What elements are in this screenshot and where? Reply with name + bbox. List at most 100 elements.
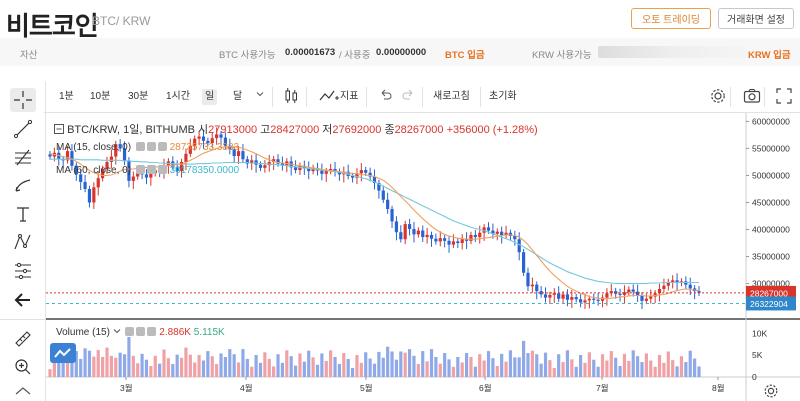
interval-30m[interactable]: 30분: [128, 91, 149, 102]
candle-body: [206, 140, 210, 144]
close-icon[interactable]: [147, 327, 157, 336]
interval-month[interactable]: 달: [233, 91, 243, 102]
interval-1m[interactable]: 1분: [59, 91, 74, 102]
volume-bar: [302, 361, 306, 377]
crosshair-icon[interactable]: [10, 88, 36, 112]
btc-deposit-link[interactable]: BTC 입금: [445, 50, 485, 61]
candle-body: [118, 144, 122, 149]
close-icon[interactable]: [157, 142, 167, 151]
chart-canvas[interactable]: 60000000 55000000 50000000 45000000 40000000…: [46, 113, 800, 401]
volume-bar: [443, 353, 447, 377]
fib-tool-icon[interactable]: [10, 145, 36, 169]
settings-icon[interactable]: [146, 142, 156, 151]
volume-bar: [131, 355, 135, 377]
volume-bar: [197, 355, 201, 377]
ma60-legend[interactable]: MA (60, close, 0) 30178350.0000: [56, 165, 240, 176]
interval-1h[interactable]: 1시간: [166, 91, 190, 102]
krw-deposit-link[interactable]: KRW 입금: [748, 50, 791, 61]
candle-body: [359, 170, 363, 174]
close-icon[interactable]: [157, 165, 167, 174]
candle-body: [87, 188, 92, 203]
settings-icon[interactable]: [136, 327, 146, 336]
candle-body: [355, 173, 359, 178]
candle-body: [372, 176, 377, 184]
fullscreen-icon[interactable]: [772, 87, 796, 104]
volume-bar: [657, 355, 662, 377]
candle-body: [394, 221, 399, 233]
candle-body: [622, 292, 627, 295]
volume-bar: [179, 357, 184, 377]
auto-trading-button[interactable]: 오토 트레이딩: [631, 8, 711, 29]
chevron-down-icon[interactable]: [113, 327, 121, 335]
volume-bar: [622, 353, 627, 377]
expand-icon[interactable]: [10, 379, 36, 401]
candle-body: [500, 231, 504, 236]
indicator-button[interactable]: 지표: [340, 91, 359, 102]
volume-bar: [662, 362, 666, 377]
x-tick-label: 6월: [479, 383, 492, 393]
axis-settings-gear-icon[interactable]: [764, 384, 778, 398]
reset-button[interactable]: 초기화: [489, 91, 517, 102]
candle-body: [368, 172, 372, 177]
volume-bar: [48, 369, 52, 377]
volume-bar: [223, 356, 228, 377]
candle-body: [65, 151, 70, 161]
volume-bar: [543, 352, 548, 377]
candle-body: [425, 234, 429, 238]
eye-icon[interactable]: [125, 327, 135, 336]
btc-available-label: BTC 사용가능: [219, 50, 276, 61]
back-arrow-icon[interactable]: [10, 288, 36, 312]
pattern-icon[interactable]: [10, 230, 36, 254]
zoom-in-icon[interactable]: [10, 355, 36, 379]
indicator-icon[interactable]: [316, 88, 342, 104]
volume-bar: [618, 366, 622, 377]
interval-dropdown-icon[interactable]: [252, 89, 268, 105]
gear-icon[interactable]: [706, 87, 730, 103]
camera-icon[interactable]: [740, 87, 764, 103]
refresh-button[interactable]: 새로고침: [433, 91, 470, 102]
volume-bar: [416, 364, 420, 377]
candle-body: [627, 289, 631, 293]
volume-bar: [311, 357, 315, 377]
candle-body: [618, 293, 622, 295]
volume-bar: [539, 363, 543, 377]
measure-icon[interactable]: [10, 259, 36, 283]
price-chart[interactable]: 60000000 55000000 50000000 45000000 40000000…: [46, 113, 800, 401]
interval-day[interactable]: 일: [202, 89, 218, 105]
ruler-icon[interactable]: [10, 327, 36, 351]
btc-in-use-label: / 사용중: [339, 50, 371, 61]
trading-pair: BTC/ KRW: [92, 14, 151, 28]
text-icon[interactable]: [10, 202, 36, 226]
screen-settings-button[interactable]: 거래화면 설정: [718, 8, 794, 29]
undo-icon[interactable]: [376, 89, 396, 105]
collapse-icon[interactable]: [54, 124, 64, 134]
brush-icon[interactable]: [10, 173, 36, 197]
interval-10m[interactable]: 10분: [90, 91, 111, 102]
candle-body: [92, 187, 96, 203]
candle-body: [258, 164, 263, 168]
candle-body: [232, 149, 236, 156]
candle-body: [197, 136, 201, 139]
candle-body: [478, 232, 482, 238]
candle-body: [320, 170, 324, 174]
volume-bar: [79, 358, 83, 377]
candle-type-icon[interactable]: [280, 87, 302, 103]
volume-bar: [394, 359, 399, 377]
settings-icon[interactable]: [146, 165, 156, 174]
volume-bar: [530, 350, 534, 377]
candle-body: [438, 238, 442, 242]
candle-body: [570, 297, 574, 300]
volume-bar: [263, 352, 267, 377]
volume-bar: [241, 349, 245, 377]
close-value: 28267000: [394, 124, 444, 136]
candle-body: [456, 241, 460, 244]
candle-body: [657, 288, 662, 294]
eye-icon[interactable]: [135, 165, 145, 174]
eye-icon[interactable]: [135, 142, 145, 151]
volume-bar: [61, 353, 65, 377]
volume-legend[interactable]: Volume (15) 2.886K 5.115K: [56, 327, 225, 338]
redo-icon[interactable]: [398, 89, 418, 105]
volume-bar: [350, 367, 355, 377]
ma15-legend[interactable]: MA (15, close, 0) 28735733.3333: [56, 142, 240, 153]
trend-line-icon[interactable]: [10, 117, 36, 141]
